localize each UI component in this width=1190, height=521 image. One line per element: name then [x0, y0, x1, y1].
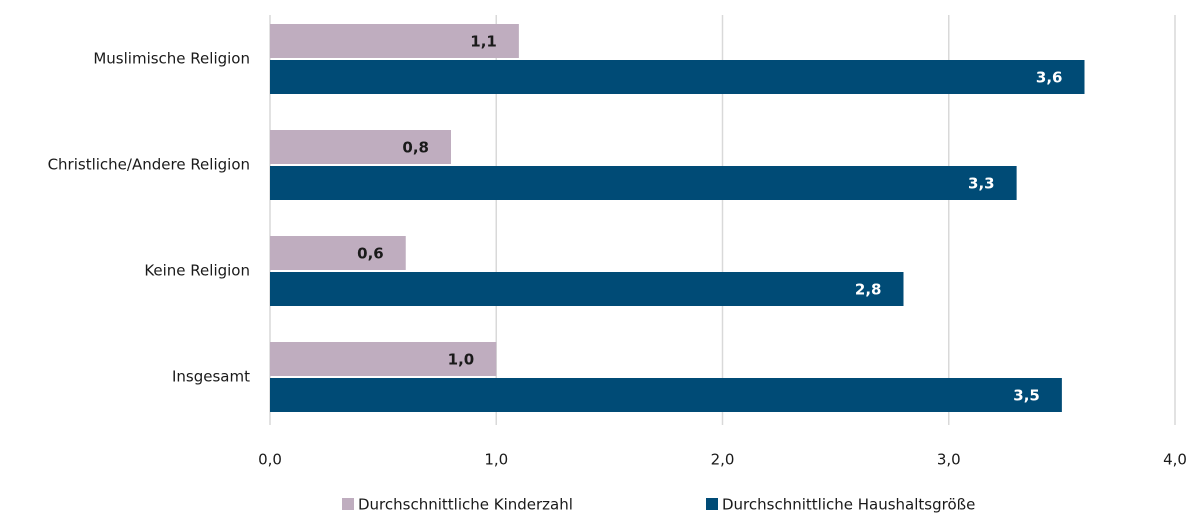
legend-swatch: [342, 498, 354, 510]
bar: [270, 272, 904, 306]
x-tick-label: 4,0: [1163, 451, 1187, 469]
bar: [270, 130, 451, 164]
x-tick-label: 2,0: [711, 451, 735, 469]
bar: [270, 166, 1017, 200]
bar: [270, 24, 519, 58]
legend-label: Durchschnittliche Haushaltsgröße: [722, 496, 975, 514]
value-label: 1,1: [470, 33, 497, 51]
value-label: 3,5: [1013, 387, 1040, 405]
bar: [270, 60, 1085, 94]
bar: [270, 236, 406, 270]
y-tick-label: Insgesamt: [172, 368, 250, 386]
value-label: 0,6: [357, 245, 384, 263]
value-label: 0,8: [402, 139, 429, 157]
y-tick-label: Christliche/Andere Religion: [48, 156, 250, 174]
x-tick-label: 0,0: [258, 451, 282, 469]
x-tick-label: 1,0: [484, 451, 508, 469]
value-label: 3,3: [968, 175, 995, 193]
legend-label: Durchschnittliche Kinderzahl: [358, 496, 573, 514]
y-tick-label: Keine Religion: [144, 262, 250, 280]
x-tick-label: 3,0: [937, 451, 961, 469]
legend-swatch: [706, 498, 718, 510]
y-tick-label: Muslimische Religion: [93, 50, 250, 68]
value-label: 2,8: [855, 281, 882, 299]
bar: [270, 378, 1062, 412]
value-label: 1,0: [448, 351, 475, 369]
value-label: 3,6: [1036, 69, 1063, 87]
bar: [270, 342, 497, 376]
